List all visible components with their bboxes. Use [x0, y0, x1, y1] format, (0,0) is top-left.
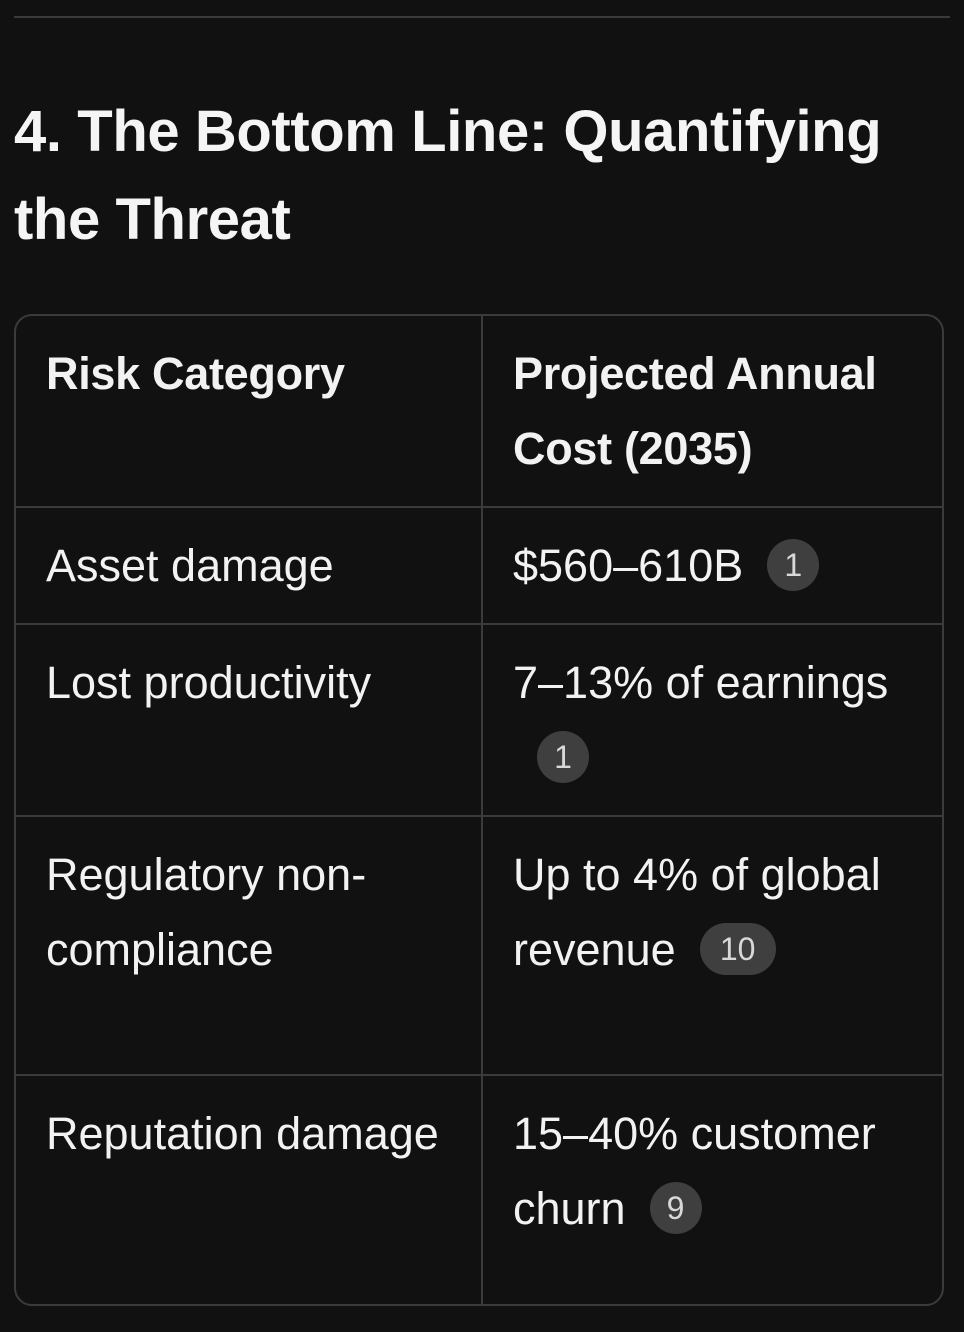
projected-cost-text: 15–40% customer churn — [513, 1108, 876, 1234]
projected-cost-text: Up to 4% of global revenue — [513, 849, 881, 975]
citation-badge[interactable]: 1 — [537, 731, 589, 784]
projected-cost-cell: 7–13% of earnings 1 — [482, 624, 942, 817]
column-header-risk-category: Risk Category — [16, 316, 483, 508]
projected-cost-cell: 15–40% customer churn 9 — [482, 1075, 942, 1304]
projected-cost-text: 7–13% of earnings — [513, 657, 889, 708]
section-divider — [14, 16, 950, 18]
projected-cost-text: $560–610B — [513, 540, 744, 591]
table-row: Reputation damage 15–40% customer churn 9 — [16, 1075, 942, 1304]
citation-badge[interactable]: 1 — [767, 539, 820, 592]
citation-badge[interactable]: 10 — [699, 923, 776, 976]
table-row: Regulatory non-compliance Up to 4% of gl… — [16, 816, 942, 1076]
risk-category-cell: Asset damage — [16, 507, 483, 625]
column-header-projected-annual-cost: Projected Annual Cost (2035) — [482, 316, 942, 508]
table-header-row: Risk Category Projected Annual Cost (203… — [16, 316, 942, 508]
projected-cost-cell: $560–610B 1 — [482, 507, 942, 625]
table-row: Asset damage $560–610B 1 — [16, 507, 942, 625]
citation-badge[interactable]: 9 — [649, 1182, 702, 1235]
risk-category-cell: Reputation damage — [16, 1075, 483, 1304]
risk-category-cell: Regulatory non-compliance — [16, 816, 483, 1076]
risk-category-cell: Lost productivity — [16, 624, 483, 817]
projected-cost-cell: Up to 4% of global revenue 10 — [482, 816, 942, 1076]
table-row: Lost productivity 7–13% of earnings 1 — [16, 624, 942, 817]
risk-cost-table: Risk Category Projected Annual Cost (203… — [14, 314, 944, 1306]
section-title: 4. The Bottom Line: Quantifying the Thre… — [14, 99, 882, 252]
